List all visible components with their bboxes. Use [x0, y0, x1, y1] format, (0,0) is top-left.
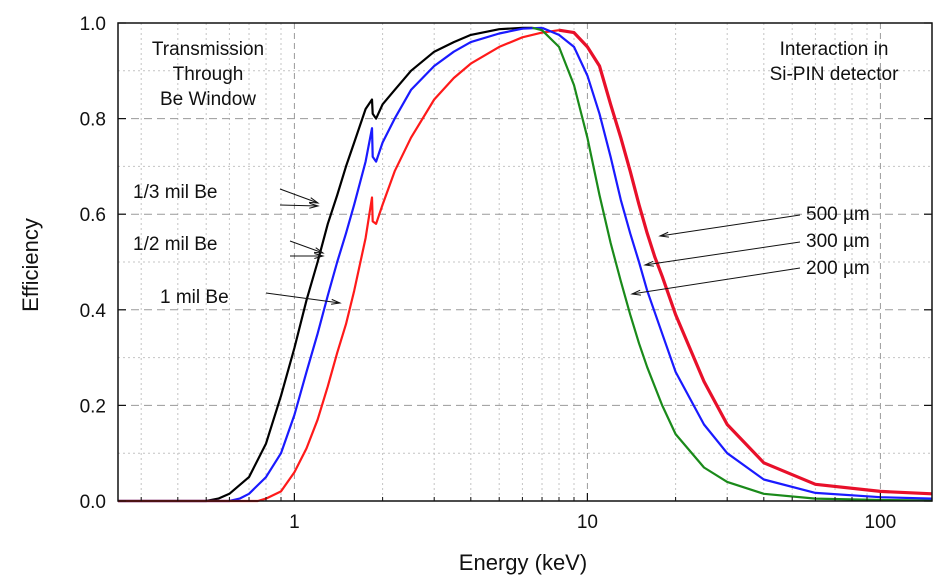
arrow-1-2-mil-lower-head — [314, 253, 325, 259]
series-line-4 — [541, 26, 933, 500]
x-tick-label: 1 — [289, 512, 300, 533]
arrow-1-mil-be — [265, 292, 341, 304]
arrow-1-3-mil-lower-head — [309, 202, 320, 209]
label-1-3-mil-be: 1/3 mil Be — [133, 182, 217, 203]
series-line-1 — [118, 26, 543, 503]
left-box-line-1: Transmission — [152, 39, 264, 60]
y-tick-label: 1.0 — [80, 14, 106, 35]
label-500-um: 500 µm — [806, 204, 870, 225]
label-200-um: 200 µm — [806, 258, 870, 279]
arrow-1-3-mil-lower — [279, 204, 319, 207]
arrow-300-um — [644, 241, 801, 266]
series-line-2 — [118, 29, 560, 503]
y-axis-title: Efficiency — [18, 218, 43, 312]
arrow-1-3-mil-upper-head — [308, 197, 320, 204]
y-tick-label: 0.0 — [80, 492, 106, 513]
grid — [118, 23, 932, 501]
arrow-500-um-head — [658, 231, 669, 238]
left-box-line-3: Be Window — [160, 89, 256, 110]
arrow-300-um-head — [643, 260, 654, 267]
arrow-1-3-mil-upper — [279, 188, 319, 204]
plot-frame — [117, 22, 933, 502]
y-tick-label: 0.8 — [80, 110, 106, 131]
y-tick-label: 0.4 — [80, 301, 107, 322]
y-tick-label: 0.6 — [80, 205, 106, 226]
arrow-1-2-mil-upper — [289, 240, 324, 254]
left-box-line-2: Through — [173, 64, 244, 85]
right-box-line-1: Interaction in — [780, 39, 889, 60]
x-tick-label: 10 — [577, 512, 598, 533]
label-1-mil-be: 1 mil Be — [160, 287, 229, 308]
right-box-line-2: Si-PIN detector — [770, 64, 899, 85]
series-line-0 — [118, 26, 533, 503]
series-lines — [118, 26, 933, 503]
series-line-3 — [532, 26, 933, 502]
arrow-500-um — [659, 214, 801, 237]
axis-ticks: 0.0 0.2 0.4 0.6 0.8 1.0 1 10 100 — [80, 14, 932, 533]
arrow-1-mil-be-head — [331, 298, 342, 305]
y-tick-label: 0.2 — [80, 396, 106, 417]
label-300-um: 300 µm — [806, 231, 870, 252]
arrow-200-um-head — [630, 289, 641, 296]
arrow-200-um — [631, 267, 801, 295]
x-axis-title: Energy (keV) — [459, 550, 587, 575]
x-tick-label: 100 — [865, 512, 897, 533]
arrow-1-2-mil-upper-head — [313, 247, 325, 254]
series-line-5 — [558, 28, 933, 496]
annotation-arrows — [265, 188, 801, 305]
label-1-2-mil-be: 1/2 mil Be — [133, 234, 217, 255]
